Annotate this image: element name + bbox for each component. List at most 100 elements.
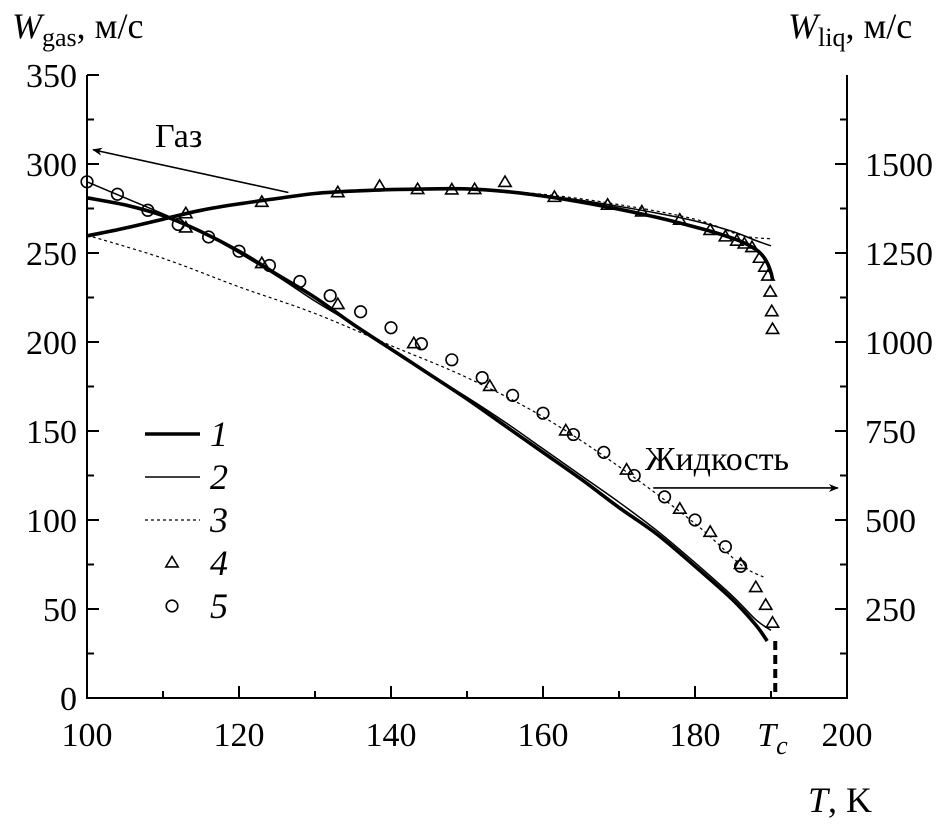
- y-left-unit: , м/с: [77, 6, 144, 46]
- series-5-left-circle: [171, 217, 185, 232]
- plot-frame: [86, 75, 848, 699]
- series-4-right-triangle: [744, 239, 760, 253]
- series-5-left-circle: [384, 321, 398, 335]
- series-4-left-triangle: [558, 422, 574, 436]
- x-tick-label: 200: [822, 717, 873, 754]
- y-left-tick-label: 100: [26, 503, 77, 540]
- series-4-right-triangle: [764, 321, 781, 335]
- annotation-liquid-text: Жидкость: [645, 441, 789, 478]
- series-4-left-triangle: [406, 335, 422, 349]
- critical-symbol: T: [757, 717, 778, 754]
- series-5-left-circle: [232, 244, 246, 258]
- x-symbol: T: [808, 780, 831, 820]
- series-4-right-triangle: [254, 194, 270, 208]
- series-5-left-circle: [262, 258, 277, 273]
- series-4-left-triangle: [733, 556, 749, 570]
- x-tick-label: 160: [518, 717, 569, 754]
- series-5-left-circle: [627, 468, 641, 483]
- series-4-left-triangle: [764, 615, 781, 628]
- series-5-left-circle: [688, 513, 702, 527]
- series-5-left-circle: [445, 353, 459, 367]
- y-left-tick-label: 250: [26, 236, 77, 273]
- series-3-right-line: [238, 188, 772, 240]
- series-4-right-triangle: [497, 174, 513, 188]
- legend-label-5: 5: [210, 586, 228, 626]
- series-4-right-triangle: [372, 178, 388, 192]
- series-4-left-triangle: [619, 462, 635, 475]
- series-5-left-circle: [536, 406, 550, 420]
- series-4-right-triangle: [444, 181, 460, 195]
- series-4-left-triangle: [748, 579, 764, 593]
- series-5-left-circle: [354, 305, 368, 319]
- series-4-left-triangle: [672, 501, 688, 515]
- series-4-right-triangle: [467, 181, 483, 195]
- y-right-tick-label: 750: [865, 414, 916, 451]
- y-right-unit: , м/с: [845, 6, 912, 46]
- series-5-left-circle: [80, 175, 94, 189]
- series-4-left-triangle: [330, 296, 346, 310]
- legend-label-1: 1: [210, 414, 228, 454]
- axis-frame: [86, 75, 848, 699]
- series-4-right-triangle: [729, 233, 745, 246]
- series-1-left-line: [86, 196, 769, 643]
- series-4-right-triangle: [752, 250, 768, 264]
- legend-label-4: 4: [210, 543, 228, 583]
- series-4-left-triangle: [758, 597, 774, 611]
- series-5-left-circle: [293, 274, 307, 289]
- y-left-tick-label: 150: [26, 414, 77, 451]
- y-left-tick-label: 50: [43, 592, 77, 629]
- legend-swatch-5: [165, 599, 179, 613]
- y-right-symbol: W: [788, 6, 821, 46]
- x-unit: , K: [828, 780, 872, 820]
- series-5-left-circle: [202, 230, 216, 244]
- legend-label-3: 3: [209, 500, 228, 540]
- legend-swatch-4: [164, 554, 180, 568]
- y-left-subscript: gas: [42, 23, 77, 52]
- annotation-gas-text: Газ: [155, 118, 202, 155]
- y-axis-right-title: Wliq, м/с: [788, 6, 912, 52]
- series-5-left-circle: [141, 203, 155, 217]
- series-4-right-triangle: [600, 197, 616, 210]
- series-4-right-triangle: [634, 203, 650, 217]
- series-2-left-line: [86, 181, 772, 632]
- series-4-right-triangle: [760, 268, 776, 281]
- annotations: Газ Жидкость: [92, 118, 839, 492]
- y-right-tick-label: 250: [865, 592, 916, 629]
- y-right-tick-label: 1000: [865, 325, 933, 362]
- series-5-left-circle: [733, 559, 748, 573]
- y-right-tick-label: 500: [865, 503, 916, 540]
- y-left-symbol: W: [12, 6, 45, 46]
- data-series: [86, 181, 778, 698]
- series-4-right-triangle: [410, 181, 426, 195]
- series-4-left-triangle: [482, 378, 498, 392]
- series-4-right-triangle: [717, 228, 733, 242]
- x-tick-label: 120: [214, 717, 265, 754]
- series-5-left-circle: [323, 289, 337, 303]
- critical-temperature-label: Tc: [757, 717, 788, 760]
- series-5-left-circle: [110, 187, 124, 201]
- series-5-left-circle: [475, 371, 489, 385]
- series-5-left-circle: [566, 427, 581, 442]
- series-4-right-triangle: [178, 205, 194, 219]
- y-right-tick-label: 1500: [865, 147, 933, 184]
- x-tick-label: 140: [366, 717, 417, 754]
- series-5-left-circle: [505, 388, 520, 403]
- x-tick-label: 180: [670, 717, 721, 754]
- y-axis-left-title: Wgas, м/с: [12, 6, 143, 52]
- y-left-tick-label: 0: [60, 681, 77, 718]
- y-left-tick-label: 350: [26, 58, 77, 95]
- tick-labels: 100 120 140 160 180 200Tc05010015020025030035…: [26, 58, 933, 760]
- series-4-right-triangle: [672, 212, 688, 225]
- series-4-left-triangle: [702, 524, 718, 538]
- y-right-tick-label: 1250: [865, 236, 933, 273]
- series-4-right-triangle: [546, 189, 562, 203]
- series-4-right-triangle: [736, 236, 752, 249]
- x-tick-label: 100: [62, 717, 113, 754]
- series-4-right-triangle: [757, 259, 773, 272]
- y-right-subscript: liq: [818, 23, 845, 52]
- x-axis-title: T, K: [808, 780, 872, 820]
- critical-subscript: c: [776, 731, 788, 760]
- y-left-tick-label: 300: [26, 147, 77, 184]
